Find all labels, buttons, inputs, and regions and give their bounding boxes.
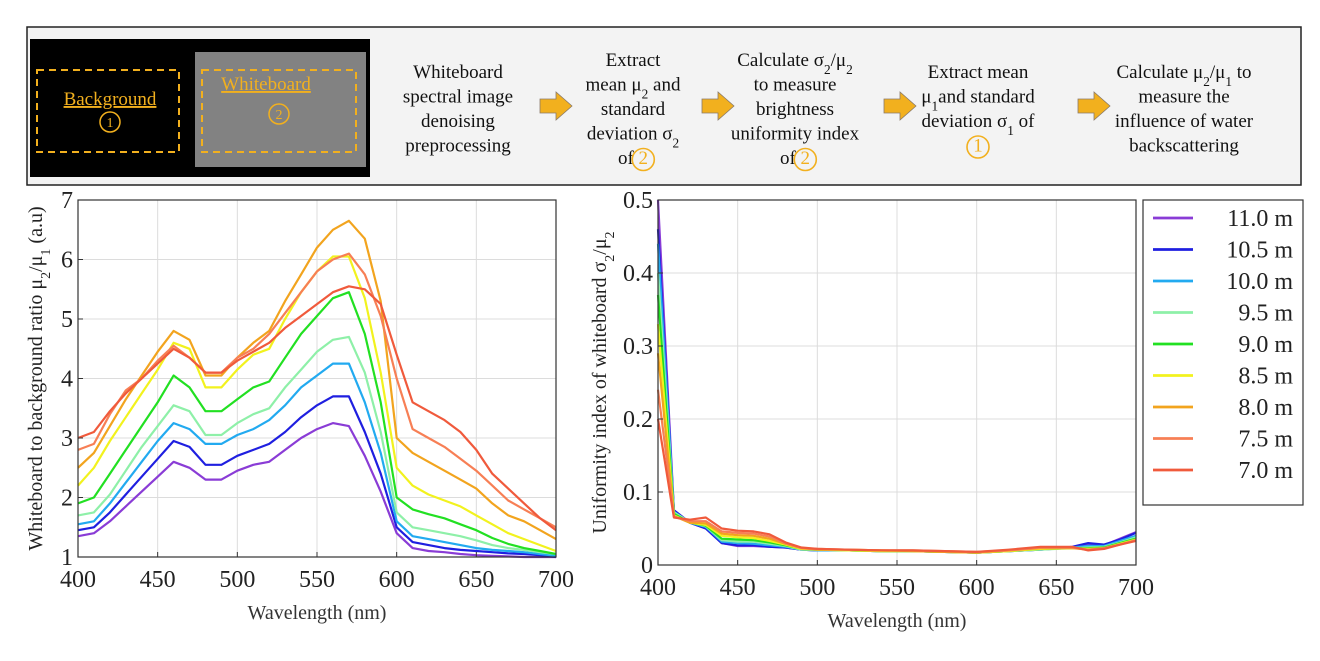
step-4-line: μ1and standard xyxy=(921,87,1035,114)
background-number: 1 xyxy=(107,116,114,131)
x-tick-label: 450 xyxy=(140,567,176,593)
y-tick-label: 0.4 xyxy=(623,261,653,287)
legend-label: 10.5 m xyxy=(1226,238,1293,264)
series-line xyxy=(77,362,557,557)
step-2-line: Extract xyxy=(606,50,662,71)
whiteboard-region xyxy=(195,52,366,167)
y-tick-label: 0.3 xyxy=(623,334,653,360)
whiteboard-number: 2 xyxy=(276,108,283,123)
y-tick-label: 0.5 xyxy=(623,188,653,214)
step-5-line: backscattering xyxy=(1129,136,1239,157)
series-line xyxy=(77,291,557,556)
arrow-icon xyxy=(701,91,735,121)
step-5-line: influence of water xyxy=(1115,111,1254,132)
arrow-icon xyxy=(883,91,917,121)
y-tick-label: 0.2 xyxy=(623,407,653,433)
legend-label: 11.0 m xyxy=(1227,206,1293,232)
step-2-line: mean μ2 and xyxy=(586,75,681,102)
y-tick-label: 6 xyxy=(61,248,73,274)
x-tick-label: 600 xyxy=(379,567,415,593)
step-1-line: denoising xyxy=(421,111,495,132)
step-3-line: Calculate σ2/μ2 xyxy=(737,50,853,77)
whiteboard-label: Whiteboard xyxy=(221,74,311,95)
background-label: Background xyxy=(64,89,157,110)
whiteboard-roi-box xyxy=(201,69,357,153)
step-5-line: Calculate μ2/μ1 to xyxy=(1117,62,1252,89)
x-tick-label: 650 xyxy=(458,567,494,593)
y-tick-label: 7 xyxy=(61,188,73,214)
step-3-line: uniformity index xyxy=(731,124,860,145)
step-3-line: to measure xyxy=(754,75,837,96)
x-tick-label: 550 xyxy=(879,575,915,601)
circled-number xyxy=(966,135,990,159)
y-tick-label: 5 xyxy=(61,307,73,333)
series-line xyxy=(77,285,557,532)
uniformity-chart: 400 450 500 550 600 650 700 0 0.1 0.2 0.3 0.4 0.5 Wav… xyxy=(589,188,1154,632)
arrow-icon xyxy=(539,91,573,121)
step-4-line: deviation σ1 of xyxy=(922,111,1036,138)
background-number-circle xyxy=(99,111,121,133)
legend-label: 7.0 m xyxy=(1238,458,1293,484)
y-tick-label: 1 xyxy=(61,545,73,571)
x-tick-label: 400 xyxy=(640,575,676,601)
legend-label: 9.0 m xyxy=(1238,332,1293,358)
step-1-line: preprocessing xyxy=(405,136,511,157)
y-axis-label: Whiteboard to background ratio μ2/μ1 (a.… xyxy=(25,206,54,550)
series-line xyxy=(77,335,557,556)
legend-label: 7.5 m xyxy=(1238,427,1293,453)
circled-number xyxy=(793,147,818,172)
whiteboard-number-circle xyxy=(268,103,290,125)
x-tick-label: 500 xyxy=(219,567,255,593)
legend-label: 8.5 m xyxy=(1238,364,1293,390)
workflow-panel: Background 1 Whiteboard 2 Whiteboard spec… xyxy=(26,26,1302,186)
series-line xyxy=(656,418,1137,554)
y-tick-label: 0 xyxy=(641,553,653,579)
y-tick-label: 4 xyxy=(61,367,73,393)
step-2-line: standard xyxy=(601,99,666,120)
y-axis-label: Uniformity index of whiteboard σ2/μ2 xyxy=(589,231,618,533)
x-tick-label: 500 xyxy=(799,575,835,601)
y-tick-label: 2 xyxy=(61,486,73,512)
x-tick-label: 400 xyxy=(60,567,96,593)
circled-number xyxy=(631,147,656,172)
step-4-line: Extract mean xyxy=(928,62,1029,83)
legend-label: 8.0 m xyxy=(1238,395,1293,421)
step-2-line: deviation σ2 xyxy=(587,124,679,151)
x-tick-label: 650 xyxy=(1038,575,1074,601)
x-tick-label: 700 xyxy=(538,567,574,593)
step-1-line: spectral image xyxy=(403,87,513,108)
x-tick-label: 550 xyxy=(299,567,335,593)
series-line xyxy=(77,219,557,541)
background-roi-box xyxy=(36,69,180,153)
step-1-line: Whiteboard xyxy=(413,62,503,83)
ratio-chart: 400 450 500 550 600 650 700 1 2 3 4 5 6 7 Wavelength (… xyxy=(25,188,574,624)
x-axis-label: Wavelength (nm) xyxy=(828,610,967,632)
y-tick-label: 3 xyxy=(61,426,73,452)
x-tick-label: 700 xyxy=(1118,575,1154,601)
x-tick-label: 450 xyxy=(720,575,756,601)
series-line xyxy=(77,395,557,559)
step-4-line: 1 xyxy=(973,136,983,157)
step-5-line: measure the xyxy=(1138,87,1229,108)
x-axis-label: Wavelength (nm) xyxy=(248,602,387,624)
legend: 11.0 m 10.5 m 10.0 m 9.5 m 9.0 m 8.5 m 8.0 m 7.… xyxy=(1142,199,1304,506)
series-line xyxy=(77,252,557,529)
y-tick-label: 0.1 xyxy=(623,480,653,506)
workflow-steps: Whiteboard spectral image denoising preproc… xyxy=(403,50,1254,172)
legend-label: 9.5 m xyxy=(1238,301,1293,327)
legend-label: 10.0 m xyxy=(1226,269,1293,295)
step-3-line: brightness xyxy=(756,99,834,120)
x-tick-label: 600 xyxy=(959,575,995,601)
arrow-icon xyxy=(1077,91,1111,121)
